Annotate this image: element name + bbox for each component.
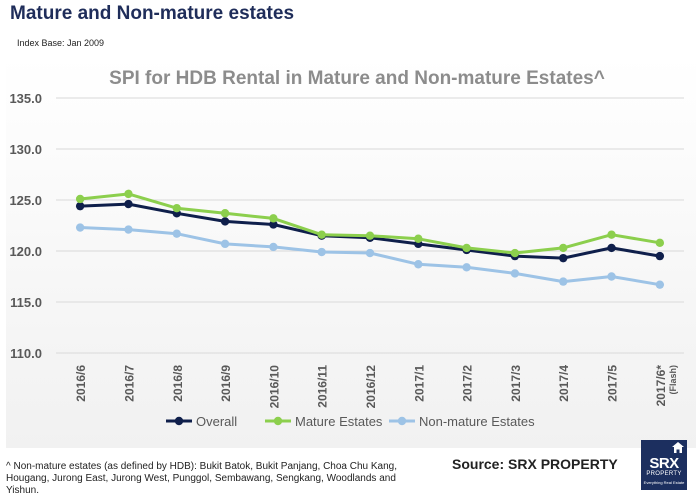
x-tick-label: 2017/6* xyxy=(654,365,668,407)
data-point xyxy=(317,247,326,257)
y-tick-label: 115.0 xyxy=(10,295,42,310)
data-point xyxy=(607,272,616,281)
page-heading: Mature and Non-mature estates xyxy=(10,3,295,24)
x-tick-label: 2016/10 xyxy=(267,365,281,409)
data-point xyxy=(462,243,471,253)
y-tick-label: 135.0 xyxy=(9,91,42,106)
data-point xyxy=(559,253,568,263)
logo-tagline: Everything Real Estate xyxy=(643,480,685,485)
data-point xyxy=(317,230,326,239)
data-point xyxy=(559,277,568,286)
y-tick-label: 130.0 xyxy=(9,142,42,157)
data-point xyxy=(172,229,181,238)
legend-marker xyxy=(273,416,283,426)
data-point xyxy=(365,248,375,258)
data-point xyxy=(269,242,278,252)
data-point xyxy=(124,225,133,234)
house-icon xyxy=(672,442,684,453)
data-point xyxy=(655,251,665,261)
data-point xyxy=(655,280,665,289)
legend-label: Mature Estates xyxy=(295,414,383,429)
data-point xyxy=(414,260,423,269)
data-point xyxy=(172,203,181,213)
legend-marker xyxy=(397,416,407,426)
chart-title: SPI for HDB Rental in Mature and Non-mat… xyxy=(109,68,605,89)
legend-marker xyxy=(174,416,184,426)
data-point xyxy=(607,243,616,253)
legend-label: Overall xyxy=(196,414,237,429)
x-tick-label: 2017/4 xyxy=(557,365,571,402)
data-point xyxy=(124,199,133,209)
data-point xyxy=(220,239,230,249)
legend-label: Non-mature Estates xyxy=(419,414,535,429)
x-tick-label: 2016/12 xyxy=(364,365,378,409)
logo-subtitle: PROPERTY xyxy=(646,471,682,477)
x-tick-label: 2017/1 xyxy=(412,365,426,402)
x-tick-label: 2017/5 xyxy=(606,365,620,402)
data-point xyxy=(559,243,568,253)
spi-line-chart: SPI for HDB Rental in Mature and Non-mat… xyxy=(9,68,684,429)
y-tick-label: 110.0 xyxy=(10,346,42,361)
data-point xyxy=(269,220,278,229)
data-point xyxy=(510,248,520,258)
data-point xyxy=(220,217,230,226)
x-tick-label: 2016/9 xyxy=(219,365,233,402)
logo-wordmark: SRX xyxy=(649,455,679,472)
x-tick-label: 2016/7 xyxy=(122,365,136,402)
series-line-1 xyxy=(80,192,661,255)
data-point xyxy=(75,194,85,204)
data-point xyxy=(75,201,85,211)
data-point xyxy=(365,231,375,240)
data-point xyxy=(269,214,278,223)
y-tick-label: 125.0 xyxy=(9,193,42,208)
x-tick-label: 2016/11 xyxy=(316,365,330,408)
data-point xyxy=(124,189,133,199)
data-point xyxy=(75,223,85,232)
data-point xyxy=(220,209,230,218)
x-tick-label: 2016/8 xyxy=(171,365,185,402)
data-point xyxy=(462,263,471,272)
data-point xyxy=(655,238,665,248)
x-tick-label: 2016/6 xyxy=(74,365,88,402)
x-tick-label: 2017/2 xyxy=(461,365,475,402)
x-tick-label: 2017/3 xyxy=(509,365,523,402)
data-point xyxy=(510,269,520,278)
source-credit: Source: SRX PROPERTY xyxy=(452,456,618,472)
y-tick-label: 120.0 xyxy=(9,244,42,259)
footnote: ^ Non-mature estates (as defined by HDB)… xyxy=(6,461,398,496)
data-point xyxy=(414,234,423,243)
srx-property-logo: SRX PROPERTY Everything Real Estate xyxy=(641,440,687,490)
index-base-note: Index Base: Jan 2009 xyxy=(17,38,105,48)
x-tick-note: (Flash) xyxy=(668,365,678,395)
data-point xyxy=(607,230,616,239)
